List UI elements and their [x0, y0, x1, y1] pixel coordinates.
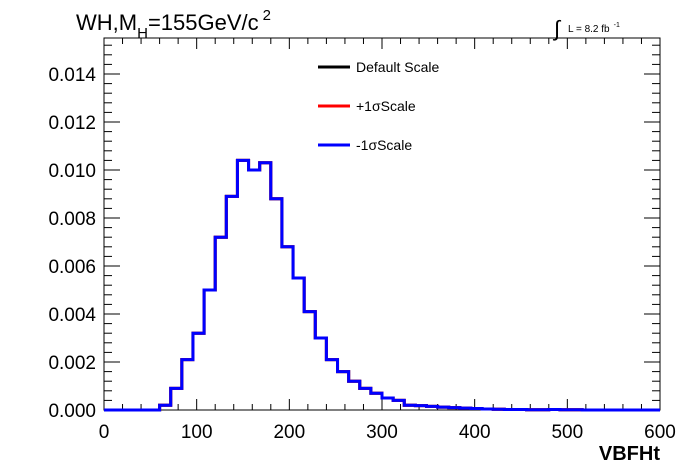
x-tick-label: 300 — [366, 422, 398, 443]
legend-entry-label: +1σScale — [356, 98, 416, 114]
legend: Default Scale +1σScale -1σScale — [318, 59, 439, 153]
legend-entry-label: Default Scale — [356, 59, 439, 75]
plot-frame — [103, 37, 661, 411]
chart-title: WH,MH=155GeV/c 2 — [76, 7, 271, 42]
series-layer — [104, 158, 660, 412]
series-line-0-default-scale — [104, 158, 660, 412]
y-tick-label: 0.008 — [48, 209, 96, 230]
x-tick-label: 100 — [181, 422, 213, 443]
x-tick-label: 200 — [273, 422, 305, 443]
y-tick-label: 0.012 — [48, 113, 96, 134]
series-line-2--1-scale — [104, 158, 660, 412]
title-subscript: H — [137, 25, 148, 42]
luminosity-label: ∫ L = 8.2 fb -1 — [552, 16, 620, 41]
y-tick-label: 0.004 — [48, 305, 96, 326]
x-tick-label: 0 — [99, 422, 110, 443]
series-line-1--1-scale — [104, 158, 660, 412]
title-superscript: 2 — [263, 7, 271, 24]
y-tick-label: 0.002 — [48, 353, 96, 374]
x-tick-label: 500 — [551, 422, 583, 443]
legend-entry-label: -1σScale — [356, 137, 412, 153]
x-tick-label: 400 — [459, 422, 491, 443]
x-tick-label: 600 — [644, 422, 676, 443]
integral-symbol: ∫ — [552, 16, 562, 41]
y-tick-label: 0.000 — [48, 401, 96, 422]
y-tick-label: 0.014 — [48, 65, 96, 86]
x-axis-label: VBFHt — [599, 443, 660, 465]
y-tick-label: 0.006 — [48, 257, 96, 278]
title-rest: =155GeV/c — [148, 10, 259, 35]
axes: 0 100 200 300 400 500 600 0.000 0.002 0.004 0.006 0… — [48, 38, 676, 443]
title-main: WH,M — [76, 10, 137, 35]
luminosity-text: L = 8.2 fb -1 — [568, 22, 620, 35]
y-tick-label: 0.010 — [48, 161, 96, 182]
